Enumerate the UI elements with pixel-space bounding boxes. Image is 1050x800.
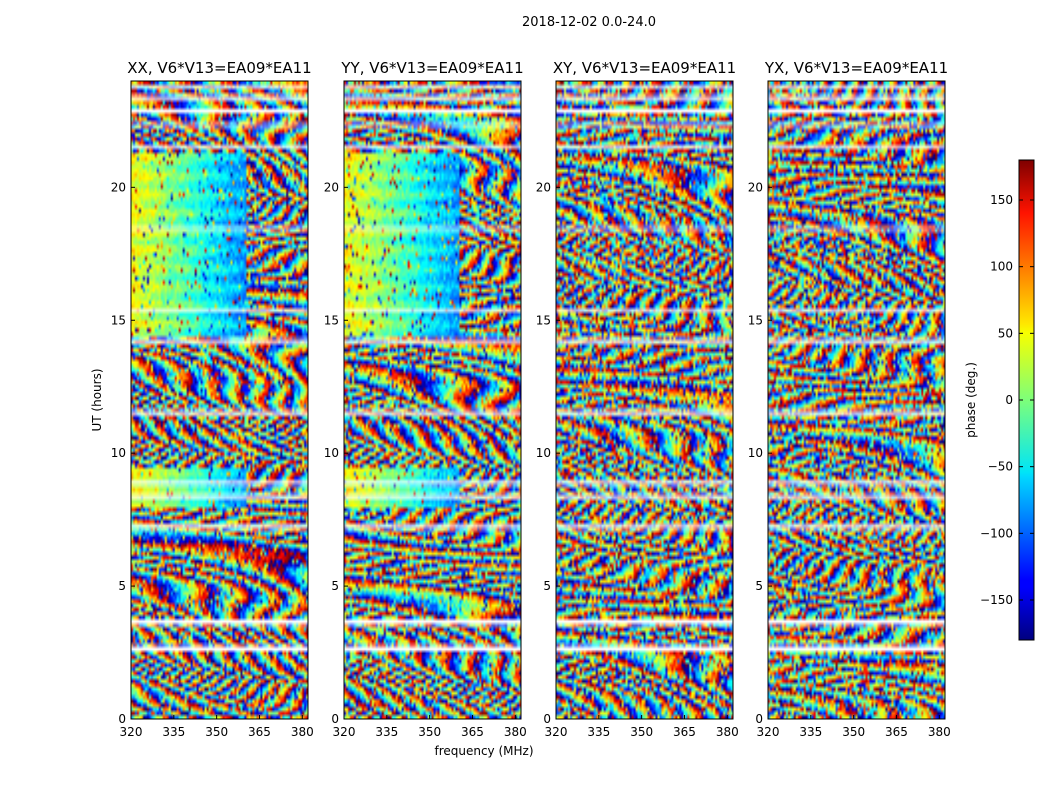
x-tick-label: 365 xyxy=(885,725,908,739)
y-tick-label: 5 xyxy=(755,579,763,593)
axes-frame xyxy=(130,80,309,720)
y-tick-label: 0 xyxy=(755,712,763,726)
y-tick-label: 20 xyxy=(111,180,126,194)
panel-xx: XX, V6*V13=EA09*EA11 320 335 350 365 380 0 5 10 1… xyxy=(111,59,314,739)
y-tick-label: 20 xyxy=(324,180,339,194)
phase-raster xyxy=(556,81,733,719)
panel-title: YX, V6*V13=EA09*EA11 xyxy=(764,59,948,77)
x-tick-label: 335 xyxy=(375,725,398,739)
x-tick-label: 365 xyxy=(248,725,271,739)
colorbar-tick-label: 50 xyxy=(998,326,1013,340)
axes-frame xyxy=(555,80,734,720)
colorbar-tick-label: −50 xyxy=(988,460,1013,474)
x-tick-label: 365 xyxy=(461,725,484,739)
panel-yx: YX, V6*V13=EA09*EA11 320 335 350 365 380 0 5 10 1… xyxy=(748,59,951,739)
x-axis-label: frequency (MHz) xyxy=(434,744,533,758)
x-tick-label: 335 xyxy=(162,725,185,739)
y-tick-label: 15 xyxy=(536,313,551,327)
phase-raster xyxy=(131,81,308,719)
panel-xy: XY, V6*V13=EA09*EA11 320 335 350 365 380 0 5 10 1… xyxy=(536,59,739,739)
phase-raster xyxy=(768,81,945,719)
y-tick-label: 15 xyxy=(324,313,339,327)
y-tick-label: 10 xyxy=(111,446,126,460)
y-axis-label: UT (hours) xyxy=(90,368,104,431)
y-tick-label: 15 xyxy=(748,313,763,327)
x-tick-label: 335 xyxy=(587,725,610,739)
x-tick-label: 380 xyxy=(928,725,951,739)
colorbar-tick-label: 150 xyxy=(990,193,1013,207)
y-tick-label: 5 xyxy=(331,579,339,593)
y-tick-label: 0 xyxy=(331,712,339,726)
y-tick-label: 15 xyxy=(111,313,126,327)
colorbar-tick-label: 100 xyxy=(990,260,1013,274)
x-tick-label: 335 xyxy=(799,725,822,739)
y-tick-label: 20 xyxy=(536,180,551,194)
colorbar-tick-label: −150 xyxy=(980,593,1013,607)
x-tick-label: 350 xyxy=(205,725,228,739)
axes-frame xyxy=(767,80,946,720)
axes-frame xyxy=(343,80,522,720)
panel-title: YY, V6*V13=EA09*EA11 xyxy=(340,59,523,77)
y-tick-label: 5 xyxy=(543,579,551,593)
figure-title: 2018-12-02 0.0-24.0 xyxy=(522,15,656,30)
phase-raster xyxy=(344,81,521,719)
x-tick-label: 320 xyxy=(757,725,780,739)
x-tick-label: 350 xyxy=(842,725,865,739)
colorbar-tick-label: 0 xyxy=(1005,393,1013,407)
y-tick-label: 10 xyxy=(748,446,763,460)
x-tick-label: 320 xyxy=(545,725,568,739)
y-tick-label: 10 xyxy=(536,446,551,460)
x-tick-label: 380 xyxy=(504,725,527,739)
y-tick-label: 0 xyxy=(543,712,551,726)
x-tick-label: 320 xyxy=(333,725,356,739)
x-tick-label: 380 xyxy=(716,725,739,739)
x-tick-label: 320 xyxy=(120,725,143,739)
colorbar-tick-label: −100 xyxy=(980,526,1013,540)
panel-yy: YY, V6*V13=EA09*EA11 320 335 350 365 380 0 5 10 1… xyxy=(324,59,527,739)
x-tick-label: 350 xyxy=(630,725,653,739)
y-tick-label: 10 xyxy=(324,446,339,460)
x-tick-label: 350 xyxy=(418,725,441,739)
x-tick-label: 380 xyxy=(291,725,314,739)
y-tick-label: 5 xyxy=(118,579,126,593)
panel-title: XY, V6*V13=EA09*EA11 xyxy=(553,59,736,77)
y-tick-label: 0 xyxy=(118,712,126,726)
colorbar: 150 100 50 0 −50 −100 −150 phase (deg.) xyxy=(964,159,1035,641)
colorbar-label: phase (deg.) xyxy=(964,362,978,438)
y-tick-label: 20 xyxy=(748,180,763,194)
panel-title: XX, V6*V13=EA09*EA11 xyxy=(127,59,311,77)
x-tick-label: 365 xyxy=(673,725,696,739)
colorbar-ticks: 150 100 50 0 −50 −100 −150 xyxy=(980,193,1034,607)
panels: XX, V6*V13=EA09*EA11 320 335 350 365 380 0 5 10 1… xyxy=(111,59,951,739)
